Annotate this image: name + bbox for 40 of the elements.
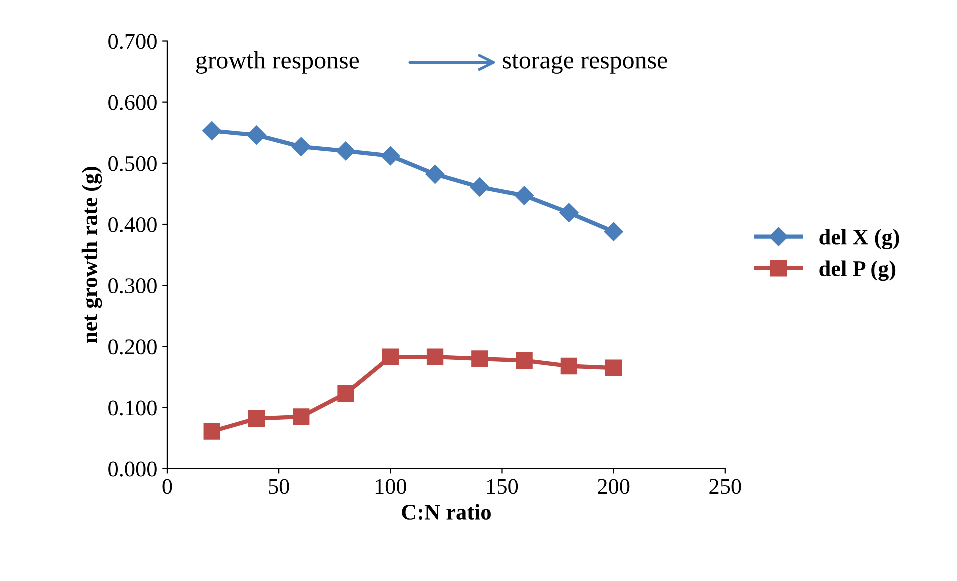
x-tick-label: 100 — [376, 479, 406, 494]
point — [204, 423, 220, 440]
y-tick-label: 0.500 — [108, 156, 157, 172]
legend-label: del X (g) — [820, 229, 900, 250]
y-axis-title: net growth rate (g) — [82, 167, 102, 344]
y-tick-label: 0.000 — [108, 462, 157, 477]
y-tick-label: 0.400 — [108, 217, 157, 233]
point — [247, 126, 266, 145]
x-tick-label: 150 — [488, 479, 518, 494]
point — [202, 122, 222, 141]
point — [382, 348, 399, 366]
annotation: storage response — [503, 54, 668, 74]
y-tick-label: 0.200 — [108, 340, 157, 355]
point — [338, 385, 354, 402]
point — [516, 352, 533, 370]
point — [381, 146, 400, 166]
legend-label: del P (g) — [820, 260, 896, 282]
x-tick-label: 250 — [710, 479, 742, 494]
point — [248, 410, 266, 428]
x-axis-title: C:N ratio — [402, 504, 491, 520]
point — [560, 358, 578, 375]
annotation: growth response — [196, 51, 360, 74]
point — [515, 186, 534, 206]
point — [605, 360, 622, 376]
point — [560, 203, 579, 222]
point — [292, 137, 311, 156]
point — [470, 178, 490, 197]
point — [426, 348, 444, 366]
y-tick-label: 0.600 — [108, 95, 157, 110]
point — [293, 408, 310, 426]
x-tick-label: 0 — [162, 479, 172, 494]
x-tick-label: 50 — [269, 479, 290, 494]
point — [426, 164, 445, 184]
point — [472, 350, 488, 368]
x-tick-label: 200 — [598, 479, 630, 494]
y-tick-label: 0.700 — [108, 34, 157, 50]
y-tick-label: 0.300 — [108, 278, 157, 294]
point — [604, 222, 624, 242]
y-tick-label: 0.100 — [108, 400, 157, 416]
point — [336, 142, 356, 161]
